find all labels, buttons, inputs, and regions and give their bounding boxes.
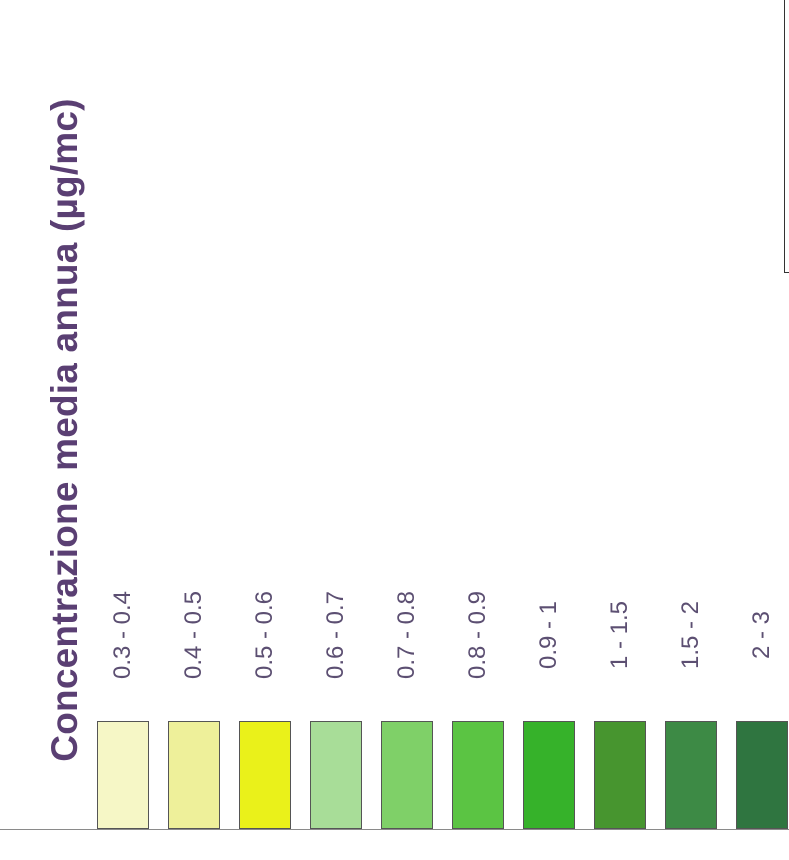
legend-item: 0.9 - 1 xyxy=(523,0,583,860)
legend-range-label: 0.7 - 0.8 xyxy=(393,590,420,680)
legend-range-label: 0.5 - 0.6 xyxy=(251,590,278,680)
legend-range-label: 2 - 3 xyxy=(748,610,775,660)
legend-item: 0.8 - 0.9 xyxy=(452,0,512,860)
legend-range-label: 0.4 - 0.5 xyxy=(180,590,207,680)
legend-color-swatch xyxy=(310,721,362,829)
legend-range-label: 1.5 - 2 xyxy=(677,600,704,670)
legend-color-swatch xyxy=(665,721,717,829)
legend-color-swatch xyxy=(168,721,220,829)
legend-item: 0.3 - 0.4 xyxy=(97,0,157,860)
legend-color-swatch xyxy=(97,721,149,829)
legend-item: 0.4 - 0.5 xyxy=(168,0,228,860)
legend-item: 2 - 3 xyxy=(736,0,789,860)
legend-range-label: 0.6 - 0.7 xyxy=(322,590,349,680)
legend-color-swatch xyxy=(239,721,291,829)
legend-color-swatch xyxy=(736,721,788,829)
legend-color-swatch xyxy=(381,721,433,829)
legend-item: 0.6 - 0.7 xyxy=(310,0,370,860)
legend-range-label: 0.3 - 0.4 xyxy=(109,590,136,680)
legend-item: 1 - 1.5 xyxy=(594,0,654,860)
bottom-divider xyxy=(0,829,789,830)
legend-item: 1.5 - 2 xyxy=(665,0,725,860)
legend-range-label: 0.9 - 1 xyxy=(535,600,562,670)
legend-color-swatch xyxy=(452,721,504,829)
map-frame-edge xyxy=(784,0,789,273)
legend-color-swatch xyxy=(594,721,646,829)
legend-item: 0.7 - 0.8 xyxy=(381,0,441,860)
legend-range-label: 1 - 1.5 xyxy=(606,600,633,670)
legend-color-swatch xyxy=(523,721,575,829)
legend-item: 0.5 - 0.6 xyxy=(239,0,299,860)
legend-range-label: 0.8 - 0.9 xyxy=(464,590,491,680)
